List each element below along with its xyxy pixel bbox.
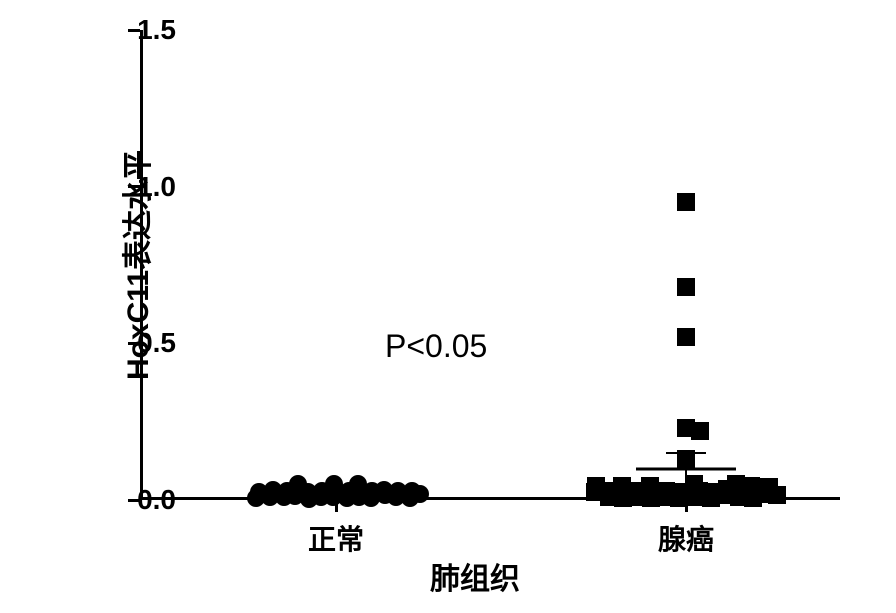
y-axis-line: [140, 30, 143, 500]
plot-area: [140, 30, 840, 500]
x-axis-label: 肺组织: [430, 554, 520, 598]
error-cap: [316, 490, 356, 492]
data-point-tumor: [677, 193, 695, 211]
error-bar: [685, 453, 687, 484]
y-tick-label: 0.0: [137, 484, 176, 516]
data-point-tumor: [677, 278, 695, 296]
data-point-tumor: [768, 486, 786, 504]
error-cap: [666, 452, 706, 454]
data-point-tumor: [677, 328, 695, 346]
y-tick-label: 1.0: [137, 171, 176, 203]
scatter-chart: HoxC11表达水平 肺组织 0.00.51.01.5正常腺癌P<0.05: [0, 0, 896, 613]
y-tick-label: 1.5: [137, 14, 176, 46]
p-value-annotation: P<0.05: [385, 328, 487, 365]
data-point-normal: [411, 485, 429, 503]
y-tick-label: 0.5: [137, 327, 176, 359]
error-cap: [666, 483, 706, 485]
x-tick-label: 正常: [308, 518, 364, 558]
data-point-tumor: [691, 422, 709, 440]
error-cap: [316, 496, 356, 498]
x-tick-label: 腺癌: [658, 518, 714, 558]
